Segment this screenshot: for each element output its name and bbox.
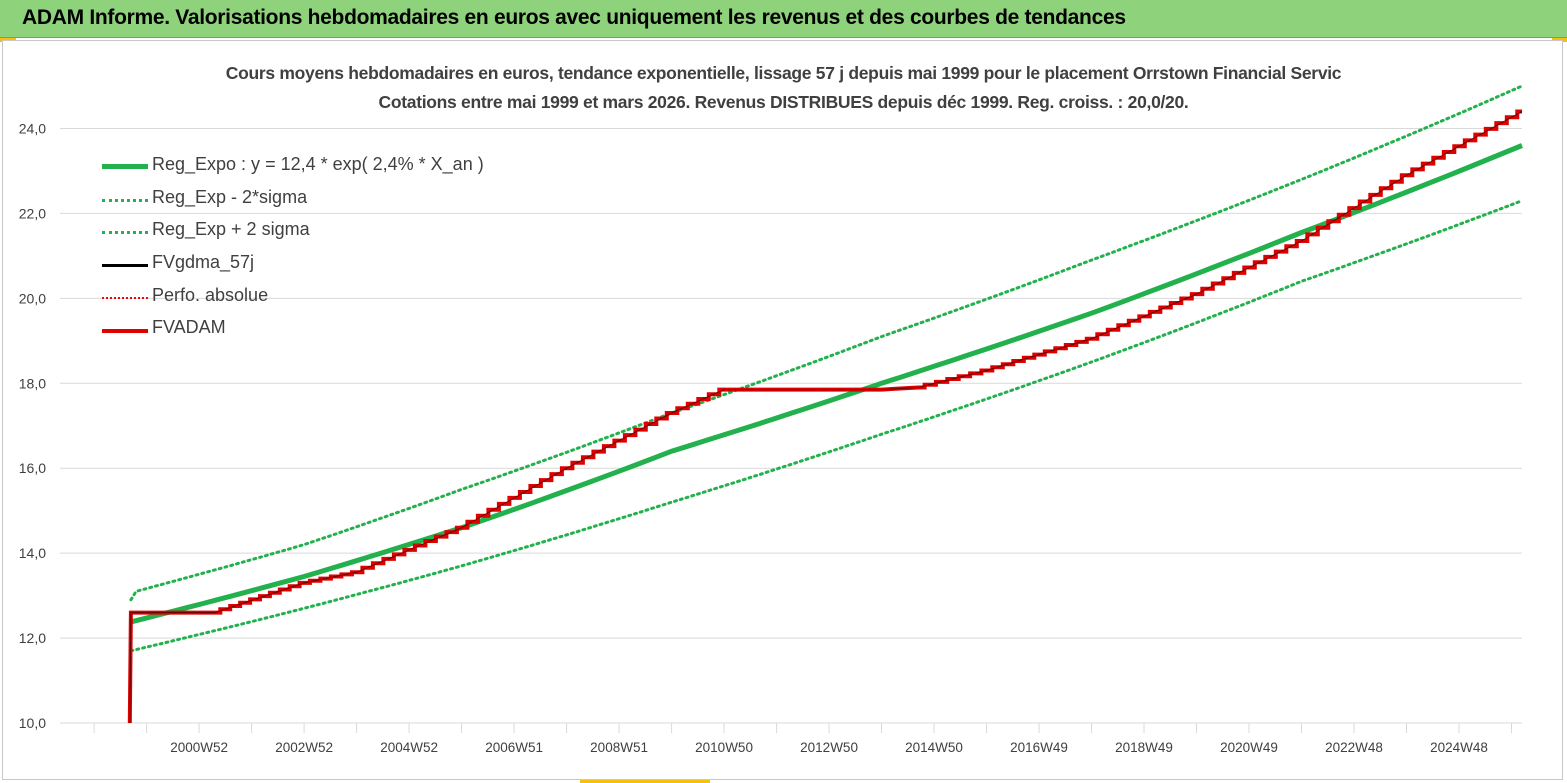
legend-label-fvadam: FVADAM (152, 317, 226, 337)
x-tick-label: 2016W49 (1010, 740, 1068, 755)
legend-item-reg-exp-plus: Reg_Exp + 2 sigma (102, 219, 522, 243)
x-tick-label: 2008W51 (590, 740, 648, 755)
x-tick-label: 2010W50 (695, 740, 753, 755)
legend-item-fvadam: FVADAM (102, 317, 522, 341)
series-reg-exp-minus-line (129, 199, 1524, 653)
legend-item-fvgdma: FVgdma_57j (102, 252, 522, 276)
series-reg-expo-line (130, 143, 1523, 625)
x-tick-label: 2002W52 (275, 740, 333, 755)
y-tick-label: 14,0 (19, 545, 46, 561)
legend-swatch-reg-exp-plus (102, 231, 148, 234)
legend-swatch-reg-expo (102, 164, 148, 169)
y-tick-label: 12,0 (19, 630, 46, 646)
legend-item-reg-exp-minus: Reg_Exp - 2*sigma (102, 187, 522, 211)
x-tick-label: 2024W48 (1430, 740, 1488, 755)
chart-area (2, 40, 1563, 780)
y-tick-label: 18,0 (19, 375, 46, 391)
legend-swatch-reg-exp-minus (102, 199, 148, 202)
legend-label-reg-exp-plus: Reg_Exp + 2 sigma (152, 219, 310, 239)
x-tick-label: 2006W51 (485, 740, 543, 755)
legend-label-reg-exp-minus: Reg_Exp - 2*sigma (152, 187, 308, 207)
report-title: ADAM Informe. Valorisations hebdomadaire… (22, 6, 1126, 29)
series-fvadam-line (127, 109, 1522, 724)
legend-label-perfo: Perfo. absolue (152, 285, 269, 305)
x-tick-label: 2000W52 (170, 740, 228, 755)
legend-swatch-perfo (102, 297, 148, 299)
y-tick-label: 24,0 (19, 120, 46, 136)
chart-title-line1: Cours moyens hebdomadaires en euros, ten… (225, 63, 1342, 83)
x-tick-label: 2014W50 (905, 740, 963, 755)
x-tick-label: 2022W48 (1325, 740, 1383, 755)
legend-swatch-fvadam (102, 329, 148, 333)
legend-label-fvgdma: FVgdma_57j (152, 252, 255, 272)
legend-item-reg-expo: Reg_Expo : y = 12,4 * exp( 2,4% * X_an ) (102, 154, 522, 178)
accent-bar-bottom (580, 779, 710, 783)
series-fvgdma-line (129, 111, 1523, 724)
x-tick-label: 2004W52 (380, 740, 438, 755)
x-tick-label: 2012W50 (800, 740, 858, 755)
report-header: ADAM Informe. Valorisations hebdomadaire… (0, 0, 1567, 38)
y-tick-label: 22,0 (19, 205, 46, 221)
x-tick-label: 2020W49 (1220, 740, 1278, 755)
y-tick-label: 20,0 (19, 290, 46, 306)
x-tick-label: 2018W49 (1115, 740, 1173, 755)
legend-item-perfo: Perfo. absolue (102, 285, 522, 309)
y-tick-label: 10,0 (19, 715, 46, 731)
legend-swatch-fvgdma (102, 264, 148, 267)
chart-title-line2: Cotations entre mai 1999 et mars 2026. R… (378, 92, 1189, 112)
legend-label-reg-expo: Reg_Expo : y = 12,4 * exp( 2,4% * X_an ) (152, 154, 484, 174)
y-tick-label: 16,0 (19, 460, 46, 476)
